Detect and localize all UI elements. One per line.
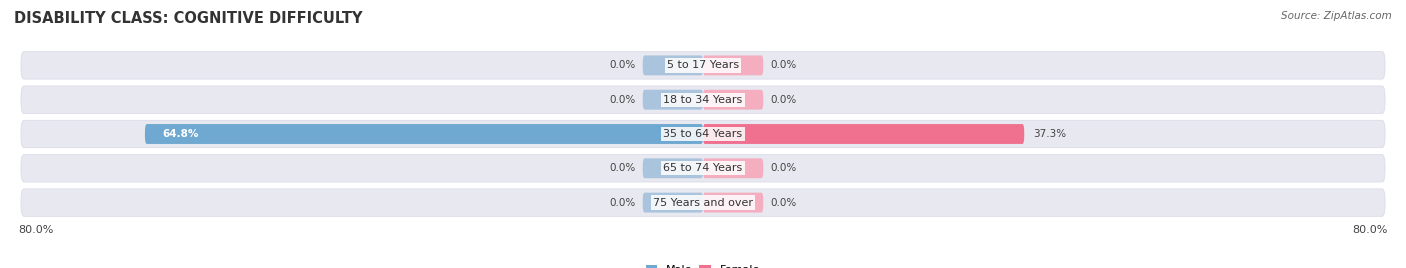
FancyBboxPatch shape — [703, 55, 763, 75]
Text: 5 to 17 Years: 5 to 17 Years — [666, 60, 740, 70]
FancyBboxPatch shape — [21, 155, 1385, 182]
Text: 0.0%: 0.0% — [770, 163, 796, 173]
Text: 0.0%: 0.0% — [770, 198, 796, 208]
FancyBboxPatch shape — [643, 158, 703, 178]
FancyBboxPatch shape — [703, 90, 763, 110]
Legend: Male, Female: Male, Female — [641, 260, 765, 268]
Text: 80.0%: 80.0% — [1353, 225, 1388, 235]
FancyBboxPatch shape — [21, 120, 1385, 148]
FancyBboxPatch shape — [643, 55, 703, 75]
Text: 18 to 34 Years: 18 to 34 Years — [664, 95, 742, 105]
Text: 37.3%: 37.3% — [1033, 129, 1066, 139]
Text: 35 to 64 Years: 35 to 64 Years — [664, 129, 742, 139]
Text: 0.0%: 0.0% — [770, 95, 796, 105]
Text: 0.0%: 0.0% — [770, 60, 796, 70]
Text: 0.0%: 0.0% — [610, 198, 636, 208]
Text: 0.0%: 0.0% — [610, 95, 636, 105]
Text: 0.0%: 0.0% — [610, 60, 636, 70]
Text: 75 Years and over: 75 Years and over — [652, 198, 754, 208]
FancyBboxPatch shape — [643, 193, 703, 213]
FancyBboxPatch shape — [703, 193, 763, 213]
FancyBboxPatch shape — [21, 189, 1385, 216]
FancyBboxPatch shape — [703, 158, 763, 178]
Text: 64.8%: 64.8% — [162, 129, 198, 139]
Text: DISABILITY CLASS: COGNITIVE DIFFICULTY: DISABILITY CLASS: COGNITIVE DIFFICULTY — [14, 11, 363, 26]
FancyBboxPatch shape — [21, 86, 1385, 113]
Text: 80.0%: 80.0% — [18, 225, 53, 235]
Text: Source: ZipAtlas.com: Source: ZipAtlas.com — [1281, 11, 1392, 21]
FancyBboxPatch shape — [145, 124, 703, 144]
Text: 0.0%: 0.0% — [610, 163, 636, 173]
FancyBboxPatch shape — [643, 90, 703, 110]
Text: 65 to 74 Years: 65 to 74 Years — [664, 163, 742, 173]
FancyBboxPatch shape — [703, 124, 1024, 144]
FancyBboxPatch shape — [21, 52, 1385, 79]
